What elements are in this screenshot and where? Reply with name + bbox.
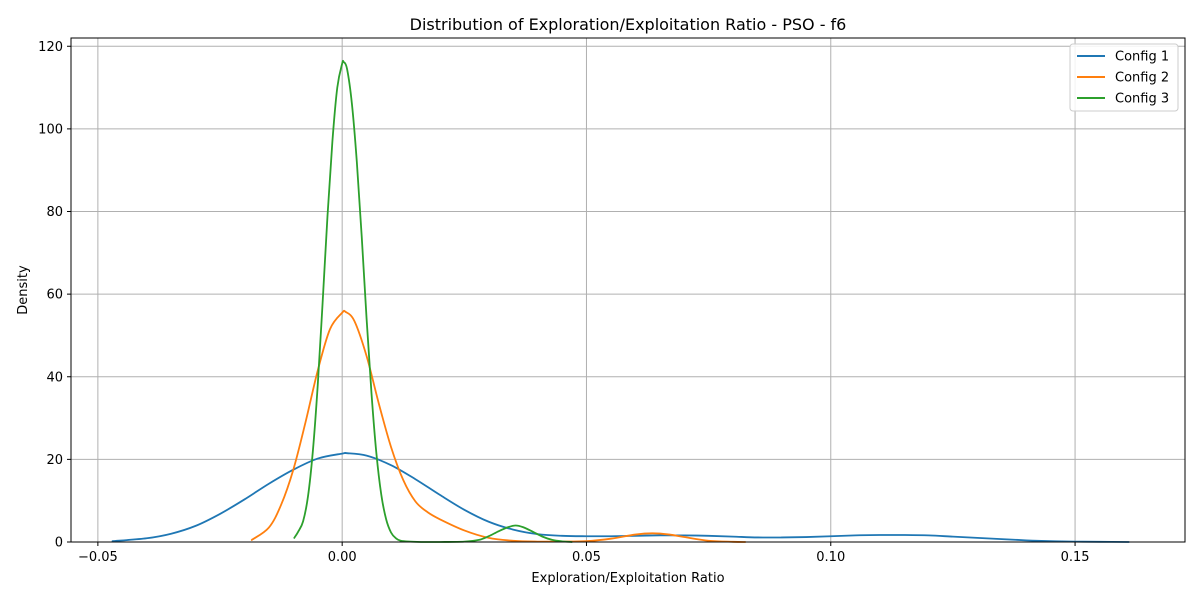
legend-label-config-2: Config 2 <box>1115 71 1169 86</box>
x-tick-label: 0.05 <box>572 550 601 565</box>
grid-lines <box>71 38 1185 543</box>
plot-frame <box>70 37 1186 543</box>
series-lines <box>111 59 1130 543</box>
y-tick-label: 40 <box>46 370 63 385</box>
x-axis-label: Exploration/Exploitation Ratio <box>531 571 724 586</box>
x-tick-label: 0.15 <box>1061 550 1090 565</box>
y-tick-label: 0 <box>55 536 63 551</box>
x-axis-ticks: −0.05 0.00 0.05 0.10 0.15 <box>78 542 1090 565</box>
y-tick-label: 100 <box>38 122 63 137</box>
series-line-config-1 <box>111 452 1130 543</box>
x-tick-label: 0.10 <box>816 550 845 565</box>
chart-title: Distribution of Exploration/Exploitation… <box>410 15 847 34</box>
y-axis-ticks: 0 20 40 60 80 100 120 <box>38 40 71 551</box>
y-tick-label: 20 <box>46 453 63 468</box>
legend: Config 1 Config 2 Config 3 <box>1069 43 1179 112</box>
legend-label-config-3: Config 3 <box>1115 92 1169 107</box>
legend-frame <box>1069 43 1179 112</box>
series-line-config-2 <box>250 309 747 543</box>
x-tick-label: 0.00 <box>328 550 357 565</box>
x-tick-label: −0.05 <box>78 550 118 565</box>
y-axis-label: Density <box>16 265 31 315</box>
y-tick-label: 120 <box>38 40 63 55</box>
series-line-config-3 <box>293 59 573 543</box>
y-tick-label: 80 <box>46 205 63 220</box>
y-tick-label: 60 <box>46 288 63 303</box>
legend-label-config-1: Config 1 <box>1115 50 1169 65</box>
